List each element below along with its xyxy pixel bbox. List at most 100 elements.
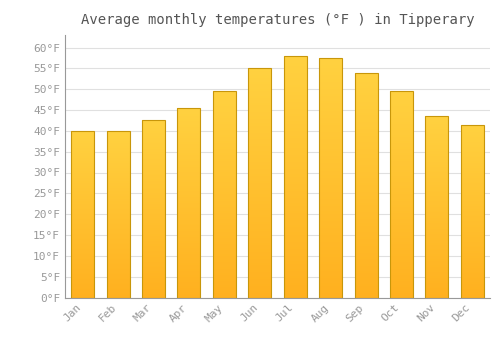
Bar: [71, 224, 94, 226]
Bar: [426, 248, 448, 250]
Bar: [284, 90, 306, 92]
Bar: [390, 93, 413, 96]
Bar: [461, 138, 484, 140]
Bar: [354, 151, 378, 154]
Bar: [106, 191, 130, 192]
Bar: [390, 153, 413, 155]
Bar: [213, 254, 236, 256]
Bar: [142, 140, 165, 142]
Bar: [354, 230, 378, 232]
Bar: [284, 169, 306, 172]
Bar: [390, 285, 413, 287]
Bar: [106, 164, 130, 166]
Bar: [319, 230, 342, 233]
Bar: [142, 152, 165, 154]
Bar: [284, 179, 306, 182]
Bar: [319, 72, 342, 75]
Bar: [426, 158, 448, 160]
Bar: [178, 193, 201, 195]
Bar: [106, 287, 130, 289]
Bar: [354, 106, 378, 108]
Bar: [426, 288, 448, 290]
Bar: [106, 234, 130, 236]
Bar: [354, 295, 378, 298]
Bar: [178, 116, 201, 117]
Bar: [390, 155, 413, 157]
Bar: [213, 219, 236, 221]
Bar: [178, 275, 201, 276]
Bar: [142, 237, 165, 239]
Bar: [71, 173, 94, 174]
Bar: [426, 225, 448, 227]
Bar: [106, 238, 130, 239]
Bar: [213, 133, 236, 134]
Bar: [390, 131, 413, 133]
Bar: [71, 293, 94, 294]
Bar: [178, 144, 201, 146]
Bar: [390, 196, 413, 198]
Bar: [284, 80, 306, 82]
Bar: [106, 289, 130, 291]
Bar: [178, 260, 201, 261]
Bar: [461, 176, 484, 178]
Bar: [354, 187, 378, 189]
Bar: [248, 286, 272, 288]
Bar: [390, 228, 413, 230]
Bar: [461, 225, 484, 226]
Bar: [354, 214, 378, 217]
Bar: [178, 233, 201, 235]
Bar: [178, 119, 201, 121]
Bar: [390, 170, 413, 172]
Bar: [178, 252, 201, 254]
Bar: [106, 196, 130, 197]
Bar: [426, 207, 448, 209]
Bar: [319, 238, 342, 240]
Bar: [319, 257, 342, 259]
Bar: [319, 228, 342, 230]
Bar: [178, 129, 201, 131]
Bar: [461, 133, 484, 135]
Bar: [426, 263, 448, 265]
Bar: [319, 168, 342, 170]
Bar: [319, 63, 342, 65]
Bar: [461, 128, 484, 130]
Bar: [106, 144, 130, 146]
Bar: [354, 82, 378, 84]
Bar: [248, 121, 272, 123]
Bar: [106, 149, 130, 151]
Bar: [426, 227, 448, 229]
Bar: [461, 213, 484, 215]
Bar: [284, 234, 306, 237]
Bar: [213, 275, 236, 277]
Bar: [142, 251, 165, 253]
Bar: [71, 188, 94, 189]
Bar: [142, 136, 165, 138]
Bar: [213, 213, 236, 215]
Bar: [248, 217, 272, 219]
Bar: [248, 188, 272, 190]
Bar: [319, 154, 342, 156]
Bar: [426, 145, 448, 147]
Bar: [106, 141, 130, 142]
Bar: [354, 113, 378, 115]
Bar: [248, 183, 272, 185]
Bar: [248, 213, 272, 215]
Bar: [178, 239, 201, 241]
Bar: [178, 288, 201, 290]
Bar: [142, 227, 165, 229]
Bar: [71, 276, 94, 278]
Bar: [213, 248, 236, 250]
Bar: [426, 129, 448, 131]
Bar: [106, 294, 130, 296]
Bar: [248, 151, 272, 153]
Bar: [213, 143, 236, 145]
Bar: [390, 267, 413, 269]
Bar: [71, 194, 94, 196]
Bar: [284, 239, 306, 242]
Bar: [142, 257, 165, 259]
Bar: [142, 150, 165, 152]
Bar: [142, 207, 165, 209]
Bar: [354, 91, 378, 93]
Bar: [178, 108, 201, 298]
Bar: [354, 221, 378, 223]
